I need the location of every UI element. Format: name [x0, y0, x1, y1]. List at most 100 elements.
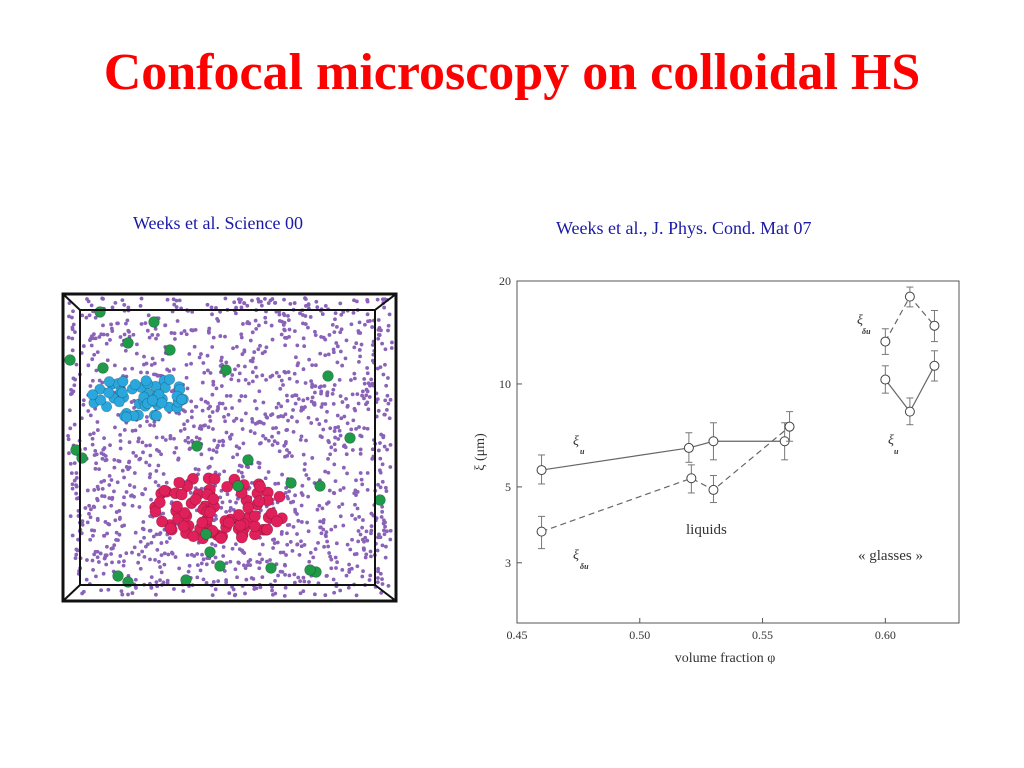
background-particle: [357, 515, 362, 519]
background-particle: [239, 335, 244, 340]
y-tick-label: 5: [505, 480, 511, 494]
background-particle: [320, 402, 325, 406]
red-cluster-particle: [254, 480, 267, 493]
background-particle: [341, 486, 346, 490]
background-particle: [299, 520, 304, 524]
background-particle: [97, 467, 101, 472]
background-particle: [360, 525, 365, 530]
background-particle: [142, 354, 146, 359]
series-label-xi-du-left: ξ δu: [573, 548, 589, 571]
background-particle: [338, 301, 343, 306]
background-particle: [240, 352, 245, 357]
background-particle: [363, 535, 368, 540]
background-particle: [274, 425, 278, 430]
background-particle: [134, 454, 138, 458]
background-particle: [376, 332, 381, 337]
background-particle: [125, 318, 130, 323]
background-particle: [138, 539, 143, 544]
background-particle: [199, 561, 204, 566]
background-particle: [139, 296, 144, 301]
background-particle: [285, 494, 290, 499]
background-particle: [158, 531, 163, 535]
background-particle: [138, 424, 143, 428]
background-particle: [352, 376, 357, 381]
background-particle: [256, 297, 261, 301]
background-particle: [334, 324, 339, 329]
background-particle: [73, 377, 77, 382]
background-particle: [101, 571, 106, 576]
background-particle: [294, 393, 299, 398]
background-particle: [88, 537, 93, 542]
red-cluster-particle: [221, 480, 234, 493]
correlation-length-chart: 0.45 0.50 0.55 0.60 3 5 10 20 volume fraction …: [473, 274, 960, 664]
background-particle: [222, 569, 227, 573]
background-particle: [347, 567, 352, 572]
background-particle: [263, 296, 267, 301]
background-particle: [378, 485, 383, 490]
background-particle: [362, 377, 367, 381]
background-particle: [287, 450, 292, 455]
svg-text:ξ: ξ: [573, 548, 579, 563]
background-particle: [102, 505, 107, 509]
background-particle: [310, 382, 315, 387]
background-particle: [95, 555, 100, 560]
background-particle: [68, 426, 73, 431]
background-particle: [191, 424, 196, 429]
background-particle: [108, 337, 112, 342]
background-particle: [329, 445, 334, 450]
background-particle: [147, 335, 152, 340]
background-particle: [296, 361, 301, 366]
background-particle: [224, 578, 229, 582]
background-particle: [205, 368, 210, 373]
background-particle: [319, 384, 323, 389]
background-particle: [185, 419, 190, 423]
background-particle: [362, 381, 367, 386]
background-particle: [264, 345, 269, 350]
background-particle: [230, 546, 235, 551]
background-particle: [334, 341, 339, 345]
background-particle: [199, 352, 203, 356]
background-particle: [214, 386, 219, 391]
blue-cluster-particle: [176, 393, 188, 405]
background-particle: [333, 425, 338, 430]
background-particle: [113, 518, 118, 523]
background-particle: [249, 480, 254, 485]
background-particle: [195, 575, 200, 580]
background-particle: [359, 477, 364, 482]
background-particle: [261, 421, 266, 426]
background-particle: [340, 502, 345, 506]
background-particle: [305, 396, 310, 401]
background-particle: [230, 406, 234, 410]
background-particle: [73, 556, 78, 561]
background-particle: [386, 401, 391, 406]
background-particle: [90, 378, 95, 383]
background-particle: [188, 490, 193, 495]
background-particle: [333, 524, 338, 529]
background-particle: [270, 588, 274, 593]
svg-text:u: u: [894, 447, 899, 456]
background-particle: [380, 504, 385, 509]
background-particle: [357, 320, 362, 325]
background-particle: [240, 427, 245, 431]
background-particle: [319, 531, 324, 536]
background-particle: [145, 328, 150, 333]
background-particle: [239, 470, 244, 475]
background-particle: [287, 376, 292, 381]
background-particle: [133, 577, 138, 582]
background-particle: [105, 531, 109, 536]
background-particle: [228, 559, 233, 564]
background-particle: [333, 479, 338, 483]
background-particle: [174, 305, 179, 309]
background-particle: [315, 305, 320, 310]
background-particle: [100, 456, 105, 461]
background-particle: [202, 370, 207, 375]
series-line: [541, 440, 785, 471]
background-particle: [321, 527, 326, 532]
background-particle: [331, 402, 336, 406]
background-particle: [301, 398, 306, 403]
background-particle: [70, 325, 75, 330]
background-particle: [365, 471, 370, 475]
background-particle: [251, 356, 256, 361]
background-particle: [354, 341, 359, 346]
red-cluster-particle: [173, 476, 186, 489]
